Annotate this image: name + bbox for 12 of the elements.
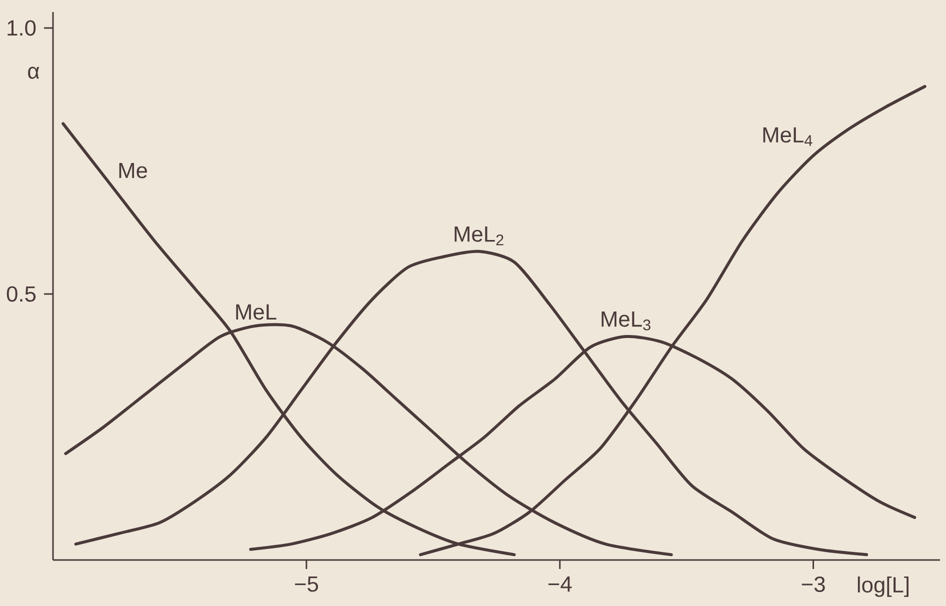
series-label: Me [119, 162, 148, 178]
series-label: MeL$_{2}$ [454, 226, 504, 246]
y-axis-title: α [28, 66, 40, 79]
y-tick-label: 0.5 [6, 286, 36, 302]
y-tick-label: 1.0 [8, 20, 36, 36]
x-tick-label: −4 [548, 576, 572, 592]
series-label: MeL$_{4}$ [763, 127, 812, 146]
x-tick-label: −5 [295, 576, 318, 592]
series-label: MeL$_{3}$ [602, 312, 650, 330]
x-tick-label: −3 [802, 576, 825, 592]
x-axis-title: log[L] [858, 576, 908, 597]
series-label: MeL [236, 304, 276, 320]
